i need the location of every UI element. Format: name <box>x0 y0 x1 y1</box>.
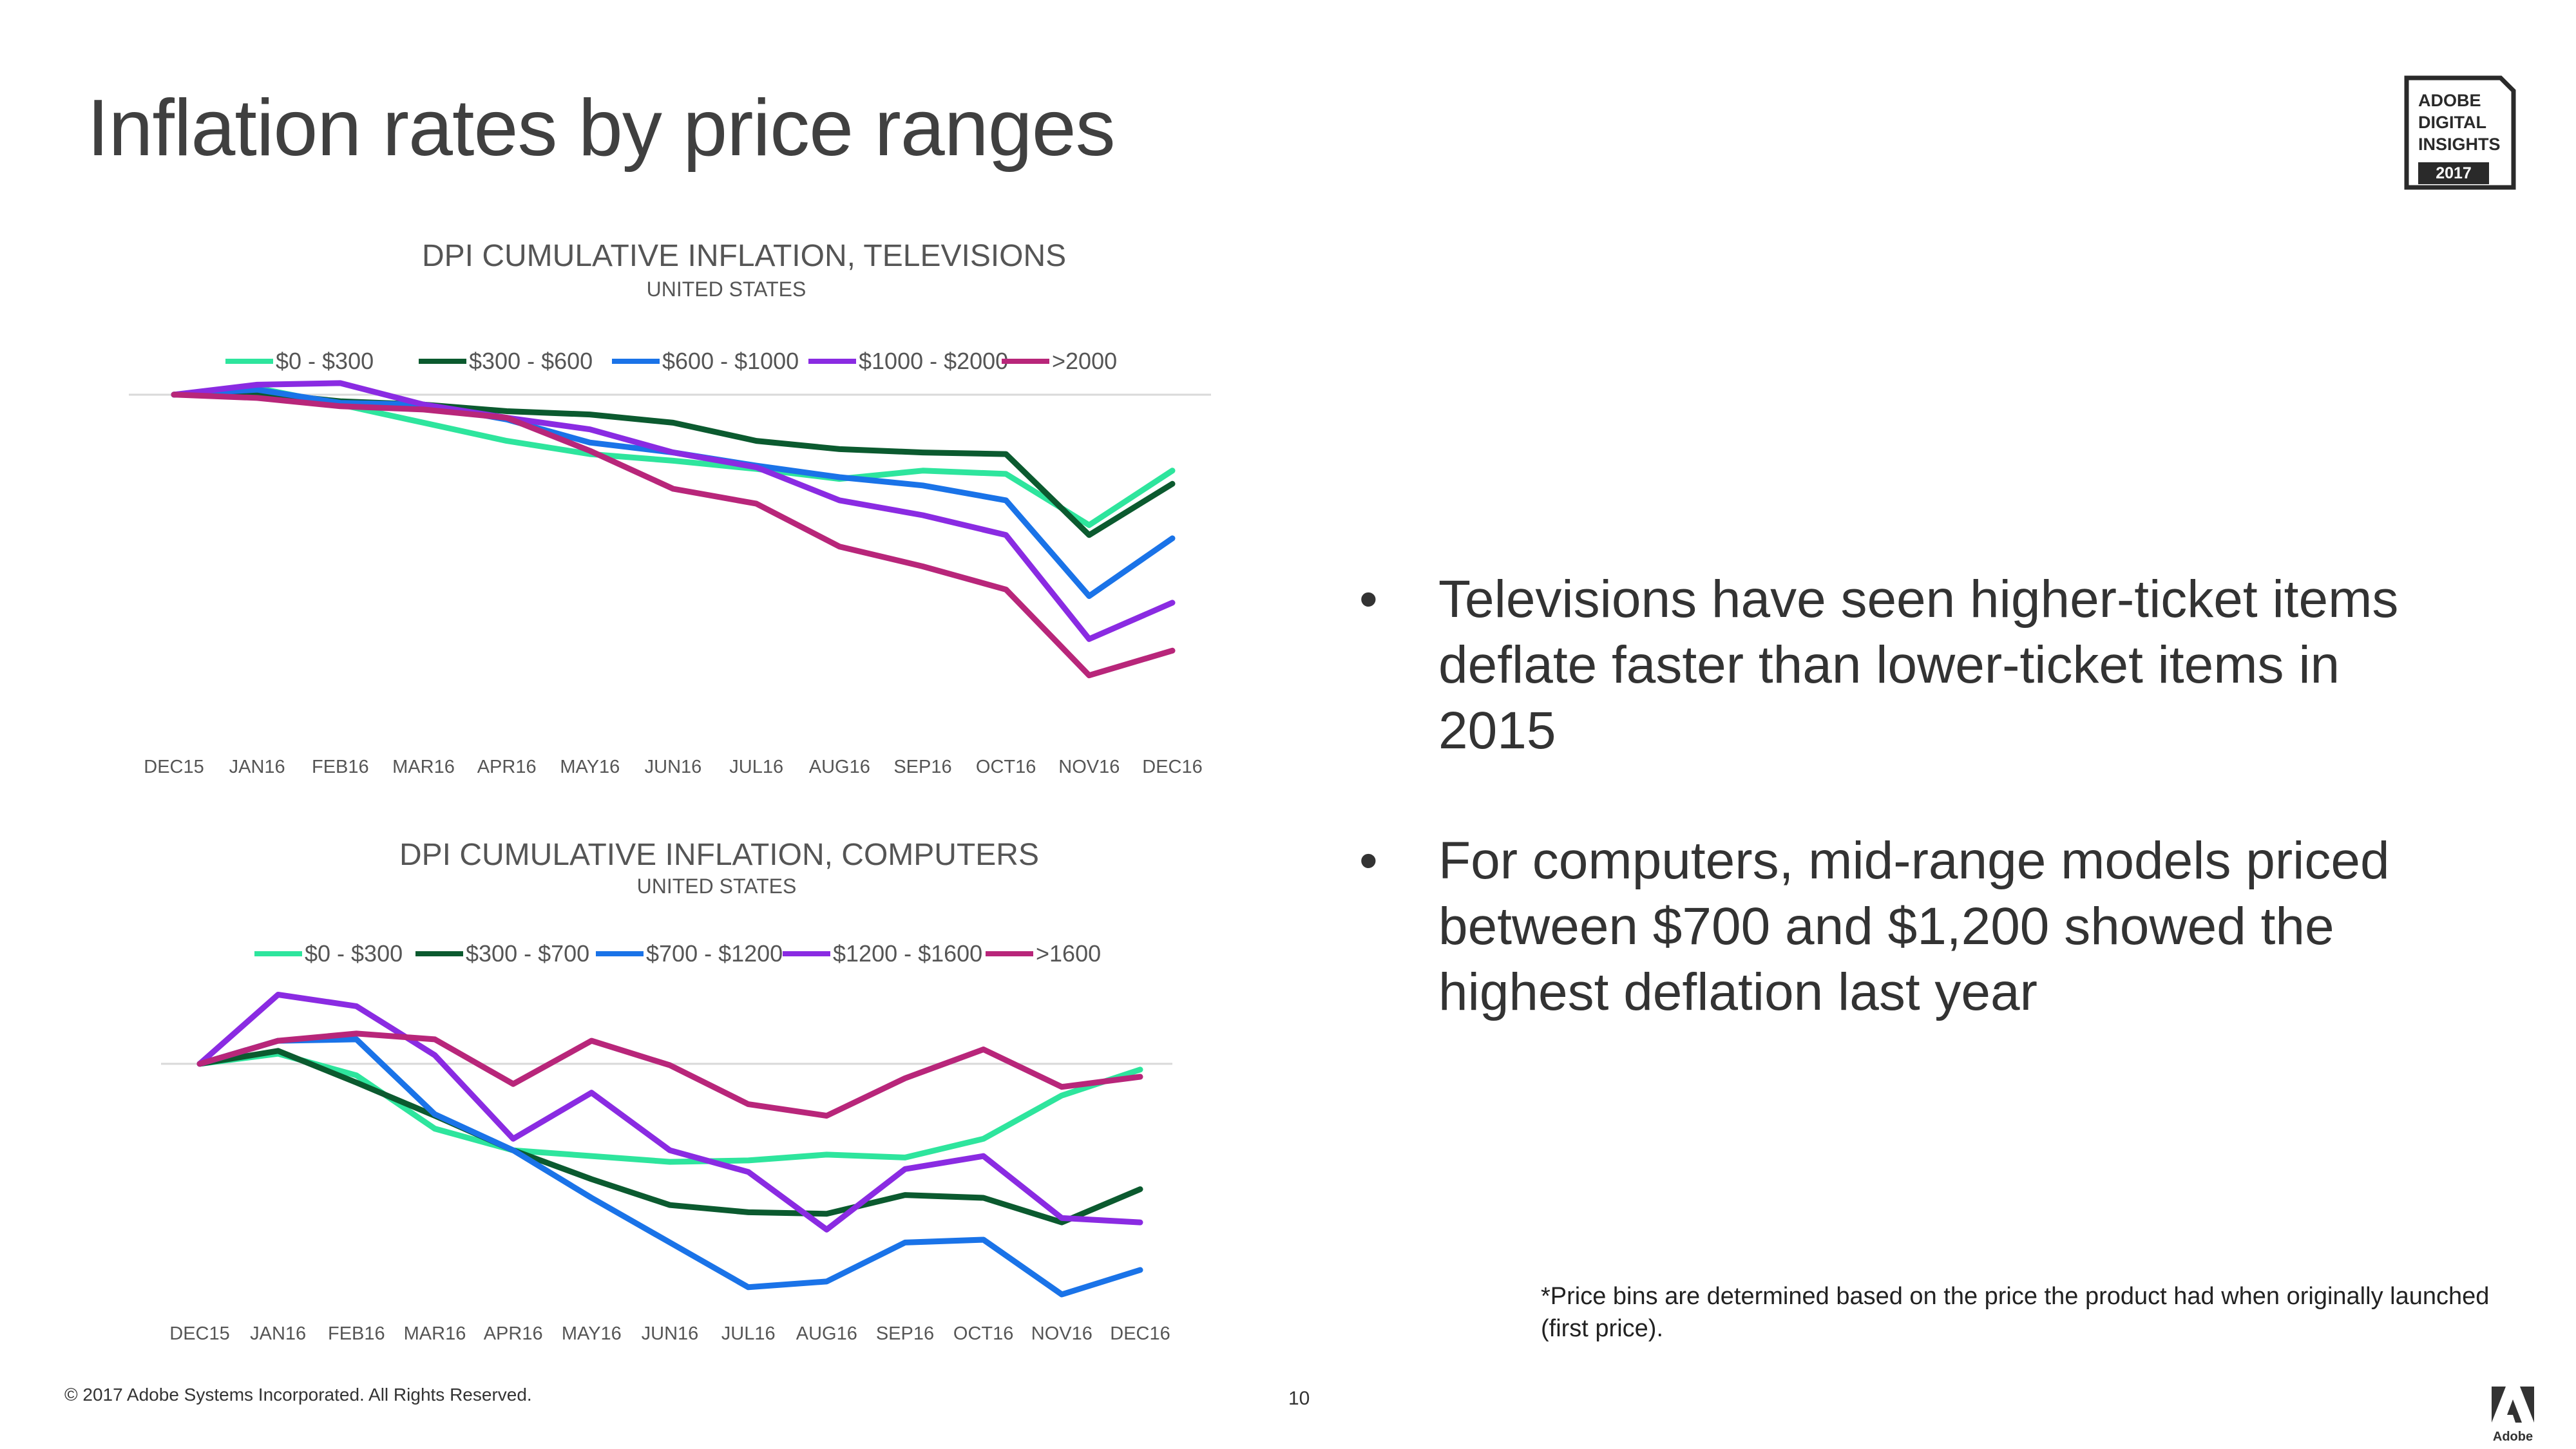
computer-chart-title: DPI CUMULATIVE INFLATION, COMPUTERS <box>399 838 1039 872</box>
x-tick-label: OCT16 <box>953 1323 1013 1344</box>
series-line-2 <box>196 1036 1143 1298</box>
computer-chart-subtitle: UNITED STATES <box>636 875 797 898</box>
series-line-4 <box>196 1030 1143 1119</box>
legend-swatch <box>254 951 302 956</box>
series-line-4 <box>171 392 1176 679</box>
series-line-3 <box>171 380 1176 642</box>
legend-label: $1000 - $2000 <box>859 348 1009 374</box>
bullet-dot: • <box>1359 570 1378 629</box>
bullet-text: Televisions have seen higher-ticket item… <box>1438 570 2399 760</box>
legend-item: $0 - $300 <box>254 940 403 967</box>
series-line-3 <box>196 992 1143 1233</box>
x-tick-label: APR16 <box>477 757 537 777</box>
x-tick-label: JAN16 <box>250 1323 306 1344</box>
x-tick-label: APR16 <box>484 1323 543 1344</box>
logo-label: Adobe <box>2493 1430 2533 1444</box>
x-tick-label: DEC15 <box>169 1323 230 1344</box>
legend-item: $600 - $1000 <box>612 348 799 375</box>
slide-title: Inflation rates by price ranges <box>87 84 1116 173</box>
x-tick-label: JAN16 <box>229 757 285 777</box>
x-tick-label: JUN16 <box>645 757 702 777</box>
legend-label: >2000 <box>1052 348 1118 374</box>
bullet-item: • For computers, mid-range models priced… <box>1359 828 2454 1025</box>
legend-swatch <box>419 359 466 364</box>
footnote: *Price bins are determined based on the … <box>1541 1283 2490 1342</box>
legend-label: $0 - $300 <box>276 348 374 374</box>
series-line-1 <box>171 390 1176 538</box>
legend-label: $600 - $1000 <box>662 348 799 374</box>
x-tick-label: MAY16 <box>560 757 620 777</box>
legend-item: >1600 <box>986 940 1101 967</box>
legend-label: $1200 - $1600 <box>833 940 983 967</box>
legend-item: $0 - $300 <box>225 348 374 375</box>
legend-swatch <box>225 359 273 364</box>
x-tick-label: JUL16 <box>729 757 783 777</box>
tv-chart-legend: $0 - $300 $300 - $600 $600 - $1000 $1000 - … <box>225 348 1192 380</box>
x-tick-label: MAR16 <box>404 1323 466 1344</box>
x-tick-label: FEB16 <box>328 1323 385 1344</box>
adobe-logo-icon: Adobe <box>2492 1387 2534 1444</box>
legend-item: $300 - $700 <box>415 940 589 967</box>
tv-chart-subtitle: UNITED STATES <box>646 278 806 301</box>
legend-item: $1200 - $1600 <box>783 940 982 967</box>
legend-label: $300 - $700 <box>466 940 590 967</box>
x-tick-label: NOV16 <box>1058 757 1120 777</box>
legend-item: >2000 <box>1002 348 1117 375</box>
page-number: 10 <box>1288 1388 1310 1409</box>
bullet-item: • Televisions have seen higher-ticket it… <box>1359 567 2454 764</box>
legend-swatch <box>986 951 1033 956</box>
adobe-digital-insights-badge: ADOBE DIGITAL INSIGHTS 2017 <box>2404 75 2517 190</box>
x-tick-label: DEC15 <box>144 757 204 777</box>
legend-swatch <box>783 951 830 956</box>
bullet-text: For computers, mid-range models priced b… <box>1438 831 2390 1021</box>
legend-swatch <box>612 359 660 364</box>
legend-label: $300 - $600 <box>469 348 593 374</box>
series-line-1 <box>196 1048 1143 1226</box>
x-tick-label: OCT16 <box>976 757 1036 777</box>
bullet-list: • Televisions have seen higher-ticket it… <box>1359 567 2454 1090</box>
legend-label: >1600 <box>1036 940 1102 967</box>
tv-inflation-chart: DEC15 JAN16 FEB16 MAR16 APR16 MAY16 JUN16 JUL16… <box>129 380 1211 777</box>
x-tick-label: JUL16 <box>721 1323 776 1344</box>
badge-label: ADOBE DIGITAL INSIGHTS <box>2418 91 2501 154</box>
legend-label: $700 - $1200 <box>646 940 783 967</box>
copyright: © 2017 Adobe Systems Incorporated. All R… <box>64 1385 532 1405</box>
tv-chart-title: DPI CUMULATIVE INFLATION, TELEVISIONS <box>422 239 1067 273</box>
x-tick-label: MAR16 <box>392 757 455 777</box>
computer-chart-legend: $0 - $300 $300 - $700 $700 - $1200 $1200 - … <box>254 940 1188 972</box>
legend-label: $0 - $300 <box>305 940 403 967</box>
legend-swatch <box>596 951 644 956</box>
x-tick-label: SEP16 <box>876 1323 934 1344</box>
legend-swatch <box>808 359 856 364</box>
legend-item: $300 - $600 <box>419 348 593 375</box>
x-tick-label: MAY16 <box>562 1323 622 1344</box>
legend-item: $700 - $1200 <box>596 940 783 967</box>
legend-swatch <box>415 951 463 956</box>
legend-item: $1000 - $2000 <box>808 348 1008 375</box>
x-tick-label: DEC16 <box>1142 757 1203 777</box>
bullet-dot: • <box>1359 831 1378 890</box>
legend-swatch <box>1002 359 1049 364</box>
x-tick-label: JUN16 <box>642 1323 699 1344</box>
x-tick-label: NOV16 <box>1031 1323 1092 1344</box>
series-line-0 <box>196 1050 1143 1165</box>
series-line-0 <box>171 385 1176 528</box>
x-tick-label: FEB16 <box>312 757 369 777</box>
badge-outline-icon <box>2404 75 2516 190</box>
x-tick-label: AUG16 <box>809 757 870 777</box>
badge-year: 2017 <box>2418 162 2489 184</box>
x-tick-label: SEP16 <box>893 757 951 777</box>
x-tick-label: DEC16 <box>1110 1323 1170 1344</box>
x-tick-label: AUG16 <box>796 1323 857 1344</box>
computer-inflation-chart: DEC15 JAN16 FEB16 MAR16 APR16 MAY16 JUN16 JUL16… <box>161 992 1172 1344</box>
